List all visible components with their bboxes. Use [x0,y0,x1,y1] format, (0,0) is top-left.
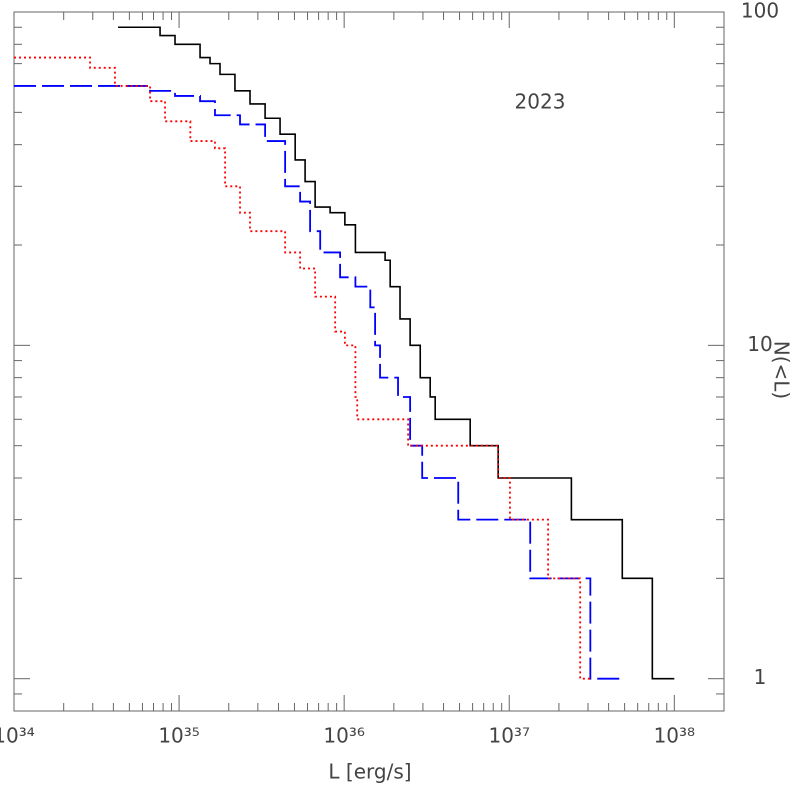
x-tick-label: 10³⁵ [158,724,199,748]
step-line [118,26,675,680]
x-tick-label: 10³⁸ [654,724,695,748]
x-tick-label: 10³⁷ [488,724,529,748]
x-tick-label: 10³⁴ [0,724,35,748]
y-tick-label: 10 [747,332,772,356]
y-tick-label: 1 [754,665,767,689]
x-axis-label: L [erg/s] [328,760,411,784]
annotation: 2023 [515,90,566,114]
x-tick-label: 10³⁶ [323,724,364,748]
step-line [14,56,591,680]
y-tick-label: 100 [741,0,779,23]
y-axis-label: N(<L) [770,341,794,399]
plot-frame [13,11,725,712]
step-line [14,85,621,680]
